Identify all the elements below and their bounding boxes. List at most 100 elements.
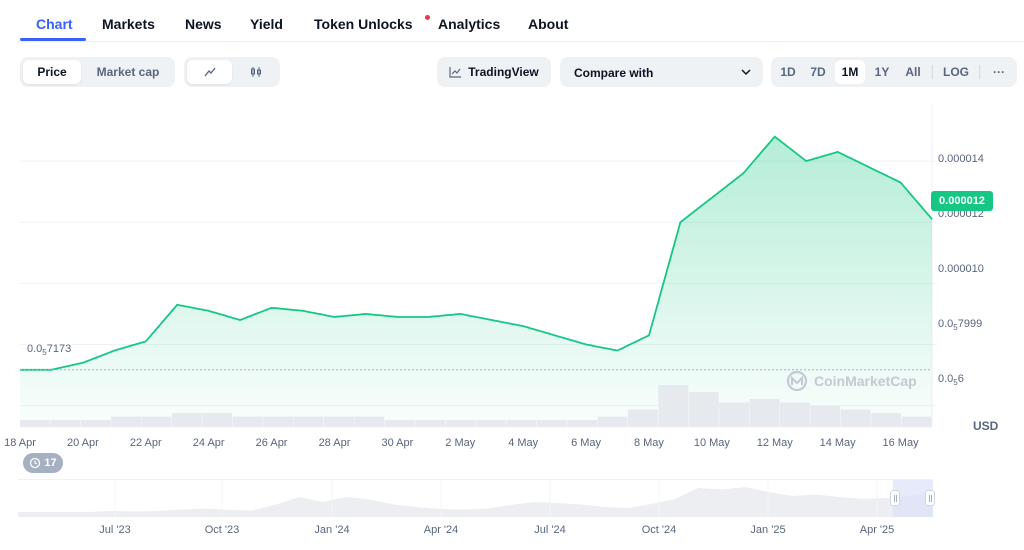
volume-bar (384, 420, 415, 427)
coinmarketcap-logo-icon (786, 370, 808, 392)
navigator-axis-label: Jan '24 (314, 524, 350, 536)
time-range-selector: 1D 7D 1M 1Y All LOG ··· (771, 57, 1017, 87)
line-chart-icon (203, 67, 216, 77)
range-navigator[interactable] (18, 479, 933, 519)
volume-bar (901, 416, 932, 427)
volume-bar (780, 402, 810, 427)
volume-bar (536, 420, 567, 427)
history-count: 17 (44, 457, 57, 469)
volume-bar (50, 420, 81, 427)
market-cap-button[interactable]: Market cap (96, 65, 160, 79)
price-line (20, 135, 933, 371)
navigator-axis-label: Jul '24 (534, 524, 566, 536)
volume-bar (80, 420, 111, 427)
y-axis-label: 0.056 (938, 373, 964, 388)
y-axis-label: 0.057999 (938, 318, 983, 333)
volume-bar (324, 416, 354, 427)
navigator-axis-label: Jul '23 (99, 524, 131, 536)
range-7d-button[interactable]: 7D (810, 65, 826, 79)
watermark-text: CoinMarketCap (814, 373, 917, 389)
x-axis-label: 8 May (633, 437, 664, 449)
tab-markets[interactable]: Markets (102, 16, 155, 32)
volume-bar (567, 420, 598, 427)
navigator-axis-label: Apr '25 (859, 524, 895, 536)
chevron-down-icon (741, 69, 751, 76)
volume-bar (111, 416, 142, 427)
tab-about[interactable]: About (528, 16, 569, 32)
divider (932, 65, 933, 79)
range-1y-button[interactable]: 1Y (874, 65, 890, 79)
volume-bar (506, 420, 537, 427)
y-axis-label: 0.000012 (938, 208, 984, 220)
tradingview-button[interactable]: TradingView (437, 57, 551, 87)
volume-bar (20, 420, 50, 427)
volume-bar (688, 392, 719, 427)
price-chart[interactable] (0, 95, 1024, 435)
candlestick-icon (250, 67, 261, 77)
navigator-left-handle[interactable] (890, 490, 900, 506)
currency-label: USD (973, 419, 999, 433)
navigator-right-handle[interactable] (925, 490, 935, 506)
tab-news[interactable]: News (185, 16, 222, 32)
navigator-area (18, 487, 933, 517)
active-tab-indicator (20, 38, 86, 41)
tab-yield[interactable]: Yield (250, 16, 283, 32)
compare-with-label: Compare with (574, 66, 654, 80)
x-axis-label: 18 Apr (4, 437, 36, 449)
compare-with-select[interactable]: Compare with (560, 57, 763, 87)
y-axis-label: 0.000010 (938, 263, 984, 275)
candlestick-button[interactable] (234, 60, 277, 84)
volume-bar (354, 416, 385, 427)
range-1d-button[interactable]: 1D (780, 65, 796, 79)
navigator-axis-label: Oct '23 (204, 524, 240, 536)
price-button[interactable]: Price (23, 60, 81, 84)
tab-analytics[interactable]: Analytics (438, 16, 501, 32)
y-axis-label: 0.000014 (938, 153, 984, 165)
range-all-button[interactable]: All (905, 65, 921, 79)
tab-bar: Chart Markets News Yield Token Unlocks A… (18, 0, 1024, 42)
price-area-fill (20, 136, 932, 427)
x-axis-label: 30 Apr (381, 437, 414, 449)
volume-bar (658, 385, 689, 427)
log-scale-button[interactable]: LOG (943, 65, 969, 79)
x-axis-label: 6 May (571, 437, 602, 449)
range-1m-button[interactable]: 1M (835, 60, 865, 84)
divider (979, 65, 980, 79)
navigator-axis-label: Oct '24 (641, 524, 677, 536)
x-axis-label: 22 Apr (129, 437, 162, 449)
tab-token-unlocks[interactable]: Token Unlocks (314, 16, 413, 32)
volume-bar (202, 413, 233, 427)
volume-bar (141, 416, 172, 427)
volume-bar (840, 409, 871, 427)
x-axis-label: 2 May (445, 437, 476, 449)
x-axis-label: 26 Apr (255, 437, 288, 449)
trend-chart-icon (449, 67, 462, 78)
x-axis-label: 16 May (882, 437, 919, 449)
history-clock-icon (30, 457, 41, 469)
volume-bar (232, 416, 263, 427)
x-axis-label: 28 Apr (318, 437, 351, 449)
volume-bar (719, 402, 750, 427)
x-axis-label: 12 May (756, 437, 793, 449)
volume-bar (172, 413, 202, 427)
volume-bar (871, 413, 902, 427)
volume-bar (476, 420, 506, 427)
x-axis-label: 10 May (693, 437, 730, 449)
volume-bar (749, 399, 780, 427)
volume-bar (415, 420, 446, 427)
history-badge[interactable]: 17 (23, 453, 63, 473)
x-axis-label: 20 Apr (66, 437, 99, 449)
volume-bar (293, 416, 324, 427)
tab-chart[interactable]: Chart (36, 16, 73, 32)
coinmarketcap-watermark: CoinMarketCap (786, 370, 917, 392)
more-options-button[interactable]: ··· (993, 65, 1005, 79)
chart-type-toggle (184, 57, 280, 87)
tradingview-label: TradingView (468, 65, 539, 79)
volume-bar (597, 416, 628, 427)
volume-bar (810, 406, 841, 427)
start-price-label: 0.057173 (26, 343, 73, 358)
line-chart-button[interactable] (187, 60, 232, 84)
volume-bar (628, 409, 658, 427)
navigator-axis-label: Apr '24 (423, 524, 459, 536)
current-price-tag: 0.000012 (931, 191, 993, 211)
